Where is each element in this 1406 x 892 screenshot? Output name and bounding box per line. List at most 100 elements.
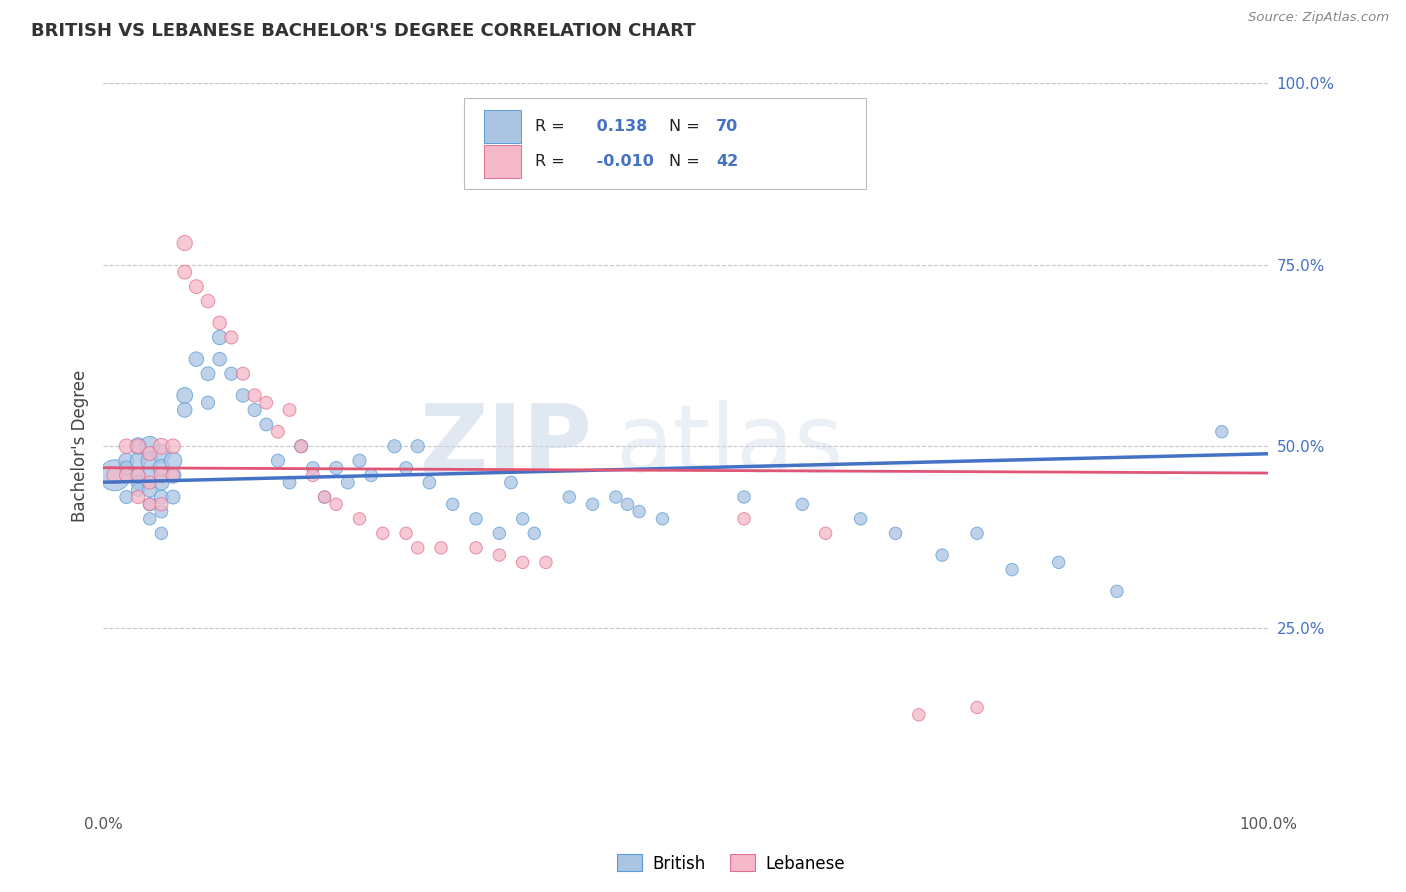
Point bbox=[173, 403, 195, 417]
Point bbox=[127, 468, 149, 483]
Point bbox=[406, 541, 429, 555]
Point bbox=[232, 367, 254, 381]
Point bbox=[931, 548, 953, 562]
Point bbox=[127, 454, 149, 468]
Point bbox=[115, 454, 138, 468]
Point bbox=[186, 279, 208, 293]
Point bbox=[395, 461, 418, 475]
Point bbox=[884, 526, 907, 541]
Point bbox=[1105, 584, 1128, 599]
Bar bbox=[484, 111, 522, 143]
Point bbox=[360, 468, 382, 483]
Point bbox=[465, 541, 488, 555]
Point bbox=[908, 707, 931, 722]
Point bbox=[325, 497, 347, 511]
Point bbox=[243, 403, 266, 417]
Point bbox=[150, 475, 173, 490]
Point bbox=[278, 475, 301, 490]
Point bbox=[150, 497, 173, 511]
Text: N =: N = bbox=[669, 154, 700, 169]
FancyBboxPatch shape bbox=[464, 98, 866, 188]
Point bbox=[104, 468, 127, 483]
Point bbox=[127, 475, 149, 490]
Point bbox=[162, 490, 184, 504]
Point bbox=[115, 439, 138, 453]
Point bbox=[115, 468, 138, 483]
Y-axis label: Bachelor's Degree: Bachelor's Degree bbox=[72, 370, 89, 523]
Point bbox=[162, 468, 184, 483]
Point bbox=[221, 330, 243, 344]
Point bbox=[616, 497, 638, 511]
Point bbox=[849, 512, 872, 526]
Point bbox=[254, 417, 277, 432]
Point bbox=[651, 512, 673, 526]
Point bbox=[104, 468, 127, 483]
Point bbox=[139, 446, 162, 460]
Point bbox=[605, 490, 627, 504]
Point bbox=[371, 526, 394, 541]
Point bbox=[349, 454, 371, 468]
Point bbox=[127, 439, 149, 453]
Point bbox=[127, 483, 149, 497]
Point bbox=[150, 468, 173, 483]
Point bbox=[441, 497, 464, 511]
Point bbox=[523, 526, 546, 541]
Point bbox=[232, 388, 254, 402]
Point bbox=[221, 367, 243, 381]
Point bbox=[197, 395, 219, 409]
Point bbox=[314, 490, 336, 504]
Point bbox=[792, 497, 814, 511]
Point bbox=[150, 439, 173, 453]
Point bbox=[499, 475, 522, 490]
Point bbox=[512, 555, 534, 569]
Point bbox=[488, 526, 510, 541]
Point bbox=[1047, 555, 1070, 569]
Point bbox=[208, 330, 231, 344]
Point bbox=[534, 555, 557, 569]
Point bbox=[127, 439, 149, 453]
Point bbox=[139, 454, 162, 468]
Point bbox=[267, 425, 290, 439]
Point bbox=[139, 439, 162, 453]
Text: Source: ZipAtlas.com: Source: ZipAtlas.com bbox=[1249, 11, 1389, 24]
Point bbox=[465, 512, 488, 526]
Point bbox=[302, 461, 325, 475]
Point bbox=[162, 439, 184, 453]
Point bbox=[325, 461, 347, 475]
Text: 42: 42 bbox=[716, 154, 738, 169]
Text: BRITISH VS LEBANESE BACHELOR'S DEGREE CORRELATION CHART: BRITISH VS LEBANESE BACHELOR'S DEGREE CO… bbox=[31, 22, 696, 40]
Point bbox=[384, 439, 406, 453]
Point bbox=[115, 490, 138, 504]
Point bbox=[186, 352, 208, 367]
Point bbox=[208, 316, 231, 330]
Legend: British, Lebanese: British, Lebanese bbox=[610, 847, 852, 880]
Point bbox=[127, 490, 149, 504]
Point bbox=[314, 490, 336, 504]
Point bbox=[150, 526, 173, 541]
Point bbox=[1001, 563, 1024, 577]
Point bbox=[628, 504, 651, 518]
Point bbox=[150, 461, 173, 475]
Point bbox=[966, 700, 988, 714]
Point bbox=[290, 439, 312, 453]
Point bbox=[1211, 425, 1233, 439]
Point bbox=[197, 367, 219, 381]
Point bbox=[162, 468, 184, 483]
Point bbox=[512, 512, 534, 526]
Point bbox=[349, 512, 371, 526]
Point bbox=[558, 490, 581, 504]
Point bbox=[127, 468, 149, 483]
Point bbox=[208, 352, 231, 367]
Text: 70: 70 bbox=[716, 120, 738, 134]
Point bbox=[290, 439, 312, 453]
Point bbox=[395, 526, 418, 541]
Point bbox=[418, 475, 440, 490]
Point bbox=[336, 475, 359, 490]
Point bbox=[267, 454, 290, 468]
Point bbox=[139, 512, 162, 526]
Point bbox=[966, 526, 988, 541]
Point bbox=[139, 483, 162, 497]
Point bbox=[139, 475, 162, 490]
Point bbox=[162, 454, 184, 468]
Point bbox=[406, 439, 429, 453]
